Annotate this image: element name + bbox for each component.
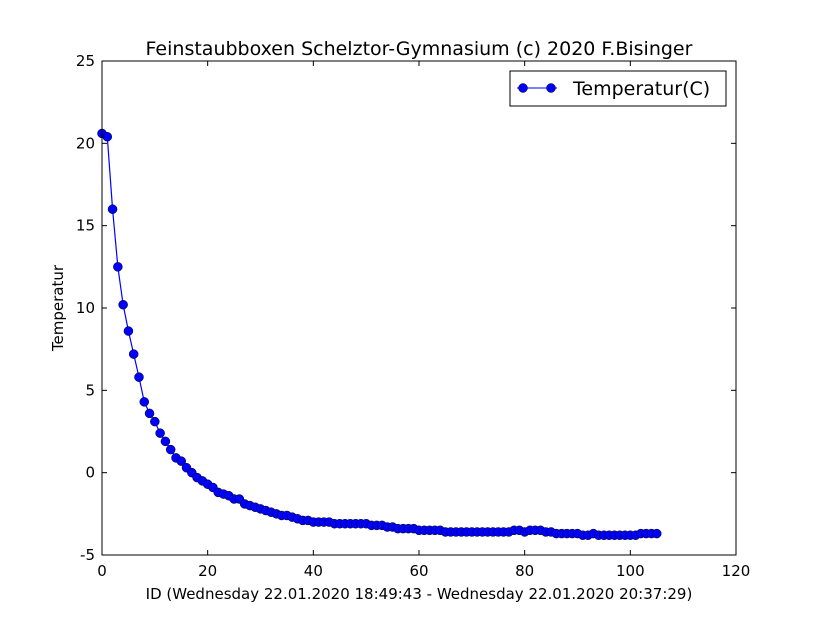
y-tick-label: 10 <box>76 299 95 317</box>
data-point <box>102 132 113 142</box>
data-point <box>652 528 662 539</box>
data-point <box>165 444 176 455</box>
data-point <box>123 326 134 336</box>
x-tick-label: 40 <box>304 562 323 580</box>
y-axis-ticks: -5 0 5 10 15 20 25 <box>76 52 736 564</box>
x-tick-label: 0 <box>97 562 107 580</box>
data-point <box>139 397 150 407</box>
y-tick-label: -5 <box>80 546 95 564</box>
x-tick-label: 120 <box>722 562 751 580</box>
data-point <box>160 436 171 447</box>
x-axis-ticks: 0 20 40 60 80 100 120 <box>97 61 750 580</box>
plot-area <box>97 60 737 556</box>
x-tick-label: 100 <box>616 562 645 580</box>
x-tick-label: 60 <box>409 562 428 580</box>
x-tick-label: 80 <box>515 562 534 580</box>
legend-marker <box>518 83 528 93</box>
y-axis-label: Temperatur <box>49 264 67 352</box>
data-point <box>107 204 118 214</box>
legend-label: Temperatur(C) <box>572 78 710 100</box>
data-point <box>176 456 186 466</box>
chart-title: Feinstaubboxen Schelztor-Gymnasium (c) 2… <box>146 38 693 60</box>
y-tick-label: 5 <box>85 381 95 399</box>
legend: Temperatur(C) <box>509 70 727 107</box>
data-point <box>113 262 123 272</box>
y-tick-label: 15 <box>76 217 95 235</box>
y-tick-label: 0 <box>85 464 95 482</box>
data-point <box>144 408 155 419</box>
x-axis-label: ID (Wednesday 22.01.2020 18:49:43 - Wedn… <box>146 585 693 603</box>
data-point <box>134 372 144 382</box>
series-layer <box>97 128 662 540</box>
y-tick-label: 20 <box>76 134 95 152</box>
data-point <box>118 299 128 310</box>
x-tick-label: 20 <box>198 562 217 580</box>
data-point <box>150 416 160 427</box>
data-point <box>128 349 139 359</box>
legend-marker <box>546 83 556 93</box>
plot-background <box>102 61 736 555</box>
y-tick-label: 25 <box>76 52 95 70</box>
data-point <box>155 428 165 438</box>
